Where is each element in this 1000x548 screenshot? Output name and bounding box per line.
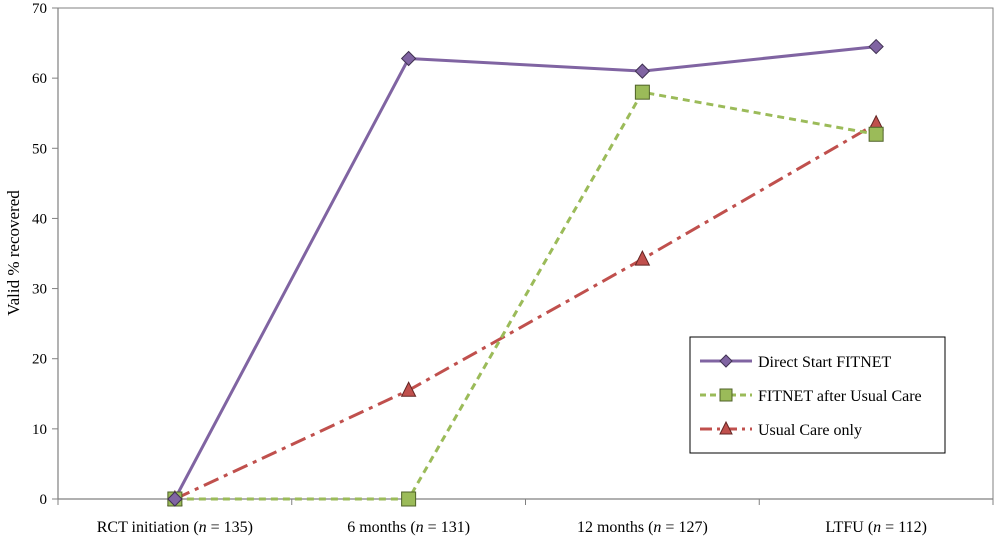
- data-point-diamond: [167, 491, 183, 507]
- x-tick-label: RCT initiation (n = 135): [97, 519, 253, 536]
- y-tick-label: 20: [32, 352, 47, 368]
- data-point-diamond: [868, 38, 884, 55]
- y-tick-label: 50: [32, 141, 47, 157]
- y-tick-label: 30: [32, 282, 47, 298]
- y-axis-label: Valid % recovered: [4, 190, 23, 316]
- legend-label: Usual Care only: [758, 422, 862, 439]
- y-tick-label: 10: [32, 422, 47, 438]
- x-tick-label: 12 months (n = 127): [577, 519, 708, 536]
- data-point-diamond: [400, 50, 417, 67]
- legend-label: Direct Start FITNET: [758, 354, 892, 371]
- series-direct-start-fitnet: [173, 45, 877, 500]
- legend-item: FITNET after Usual Care: [700, 388, 922, 405]
- data-point-square: [634, 84, 650, 100]
- legend-item: Usual Care only: [700, 420, 862, 439]
- series-line: [174, 122, 877, 501]
- data-point-triangle: [719, 420, 733, 435]
- data-point-triangle: [634, 249, 651, 266]
- data-point-square: [868, 126, 884, 142]
- data-point-diamond: [719, 354, 733, 368]
- y-tick-label: 0: [40, 492, 48, 508]
- y-tick-label: 70: [32, 1, 47, 17]
- data-point-square: [401, 491, 417, 507]
- data-point-diamond: [634, 63, 651, 79]
- series-fitnet-after-usual-care: [174, 90, 877, 501]
- legend-item: Direct Start FITNET: [700, 354, 892, 371]
- legend-label: FITNET after Usual Care: [758, 388, 922, 405]
- y-tick-label: 40: [32, 211, 47, 227]
- x-tick-label: LTFU (n = 112): [825, 519, 927, 536]
- series-usual-care-only: [174, 122, 877, 501]
- y-tick-label: 60: [32, 71, 47, 87]
- series-line: [174, 90, 877, 501]
- data-point-square: [719, 388, 733, 402]
- x-tick-label: 6 months (n = 131): [347, 519, 470, 536]
- series-line: [173, 45, 877, 500]
- data-point-triangle: [400, 381, 417, 397]
